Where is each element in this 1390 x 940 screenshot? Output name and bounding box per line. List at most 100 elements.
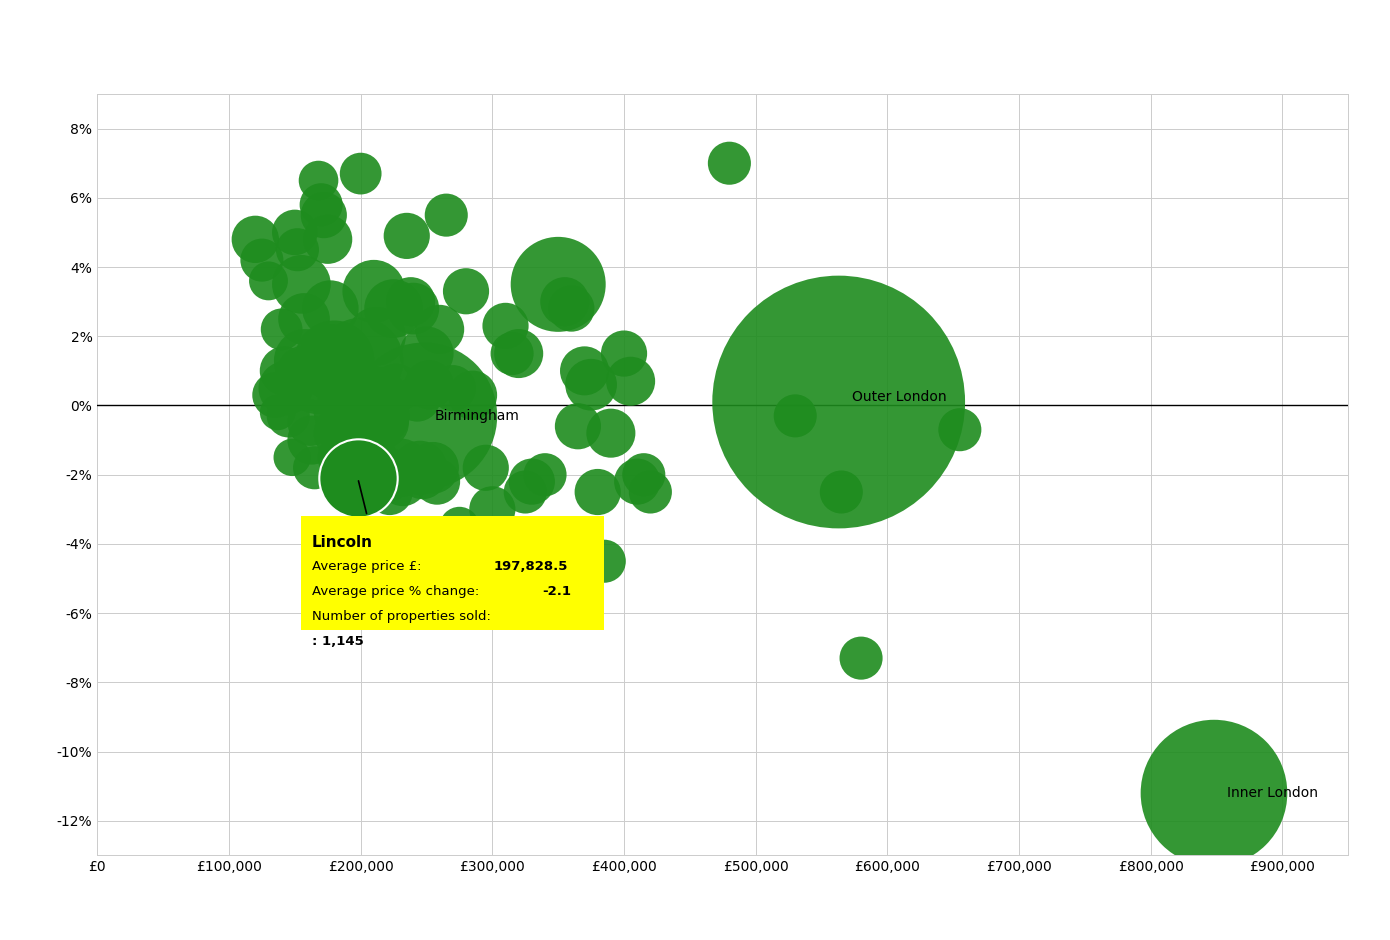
Point (317, 232, 339, 247)
Point (310, 197, 332, 212)
Point (514, 484, 537, 499)
Point (245, 232, 267, 247)
Point (341, 408, 363, 423)
Point (784, 408, 806, 423)
Point (363, 284, 385, 299)
Point (435, 208, 457, 223)
Point (331, 450, 353, 465)
Text: Number of properties sold:: Number of properties sold: (311, 610, 491, 623)
Point (366, 329, 388, 344)
Point (1202, 786, 1225, 801)
Text: -2.1: -2.1 (542, 585, 571, 598)
Text: 197,828.5: 197,828.5 (493, 560, 569, 573)
Point (327, 405, 349, 420)
Point (423, 461, 445, 476)
Point (350, 381, 373, 396)
Point (587, 484, 609, 499)
Point (353, 401, 375, 416)
Point (574, 364, 596, 379)
Point (267, 405, 289, 420)
Point (385, 381, 407, 396)
Point (356, 450, 378, 465)
Point (409, 461, 431, 476)
Point (343, 415, 366, 431)
Point (271, 321, 293, 337)
Point (329, 426, 352, 441)
Text: Birmingham: Birmingham (435, 409, 520, 423)
Point (461, 387, 484, 402)
Point (484, 543, 506, 558)
Point (374, 467, 396, 482)
Text: Inner London: Inner London (1227, 786, 1318, 800)
Point (468, 554, 491, 569)
Point (620, 374, 642, 389)
Point (286, 243, 309, 258)
Point (360, 474, 382, 489)
Point (599, 426, 621, 441)
Point (277, 408, 299, 423)
Point (626, 474, 648, 489)
Point (299, 415, 321, 431)
Text: Outer London: Outer London (852, 390, 947, 404)
Point (580, 377, 602, 392)
Point (442, 381, 464, 396)
Point (281, 450, 303, 465)
Point (449, 519, 471, 534)
Point (428, 321, 450, 337)
Point (348, 461, 370, 476)
Text: : 1,145: : 1,145 (311, 634, 364, 648)
Point (357, 478, 379, 493)
Point (418, 377, 441, 392)
Point (291, 276, 313, 291)
Point (416, 346, 438, 361)
Point (295, 352, 317, 368)
Point (349, 166, 371, 181)
Point (830, 484, 852, 499)
Point (639, 484, 662, 499)
Point (324, 352, 346, 368)
Point (389, 461, 411, 476)
Point (325, 377, 348, 392)
Point (849, 650, 872, 666)
Point (313, 208, 335, 223)
Point (293, 311, 316, 326)
Point (382, 301, 404, 316)
Point (402, 301, 424, 316)
Point (594, 554, 616, 569)
Point (827, 395, 849, 410)
Point (349, 352, 371, 368)
Point (406, 391, 428, 406)
Point (320, 301, 342, 316)
Point (257, 274, 279, 289)
Text: Lincoln: Lincoln (311, 535, 373, 550)
Point (613, 346, 635, 361)
Point (274, 364, 296, 379)
FancyBboxPatch shape (302, 516, 605, 631)
Point (399, 294, 421, 309)
Point (378, 484, 400, 499)
Point (370, 408, 392, 423)
Point (336, 374, 359, 389)
Point (392, 474, 414, 489)
Point (413, 408, 435, 423)
Point (560, 301, 582, 316)
Point (507, 346, 530, 361)
Point (250, 253, 272, 268)
Point (334, 484, 356, 499)
Point (481, 502, 503, 517)
Point (949, 422, 972, 437)
Text: Average price % change:: Average price % change: (311, 585, 484, 598)
Point (495, 319, 517, 334)
Point (284, 225, 306, 240)
Point (367, 387, 389, 402)
Point (425, 474, 448, 489)
Text: Average price £:: Average price £: (311, 560, 425, 573)
Point (321, 346, 343, 361)
Point (411, 467, 434, 482)
Point (548, 276, 570, 291)
Point (274, 381, 296, 396)
Point (719, 156, 741, 171)
Point (373, 415, 395, 431)
Point (339, 387, 361, 402)
Point (346, 440, 368, 455)
